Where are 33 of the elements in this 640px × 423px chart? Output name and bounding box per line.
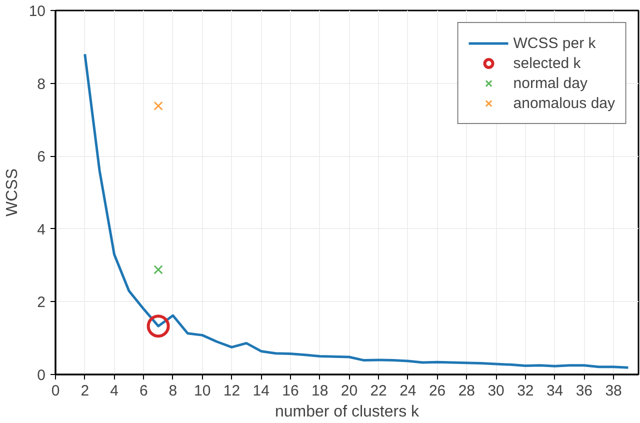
line-series bbox=[84, 52, 630, 369]
legend-label: selected k bbox=[513, 54, 581, 72]
x-tick-label: 12 bbox=[223, 382, 240, 400]
legend-label: WCSS per k bbox=[513, 34, 596, 52]
y-tick-label: 2 bbox=[37, 294, 46, 312]
x-tick-label: 38 bbox=[605, 382, 622, 400]
x-tick-label: 18 bbox=[311, 382, 328, 400]
x-tick-label: 28 bbox=[458, 382, 476, 400]
x-tick-label: 0 bbox=[51, 382, 60, 400]
x-tick-label: 22 bbox=[370, 382, 387, 400]
x-tick-label: 20 bbox=[340, 382, 358, 400]
x-tick-label: 24 bbox=[400, 382, 416, 400]
y-tick-label: 8 bbox=[37, 76, 46, 93]
x-tick-label: 26 bbox=[428, 382, 446, 400]
x-tick-label: 36 bbox=[576, 382, 593, 400]
x-tick-label: 4 bbox=[110, 382, 118, 400]
x-tick-label: 16 bbox=[282, 382, 299, 400]
y-tick-label: 0 bbox=[37, 367, 46, 384]
x-tick-label: 2 bbox=[80, 382, 90, 400]
x-tick-label: 8 bbox=[168, 382, 178, 400]
y-tick-label: 4 bbox=[37, 221, 46, 238]
x-tick-label: 10 bbox=[194, 382, 211, 400]
x-tick-label: 32 bbox=[517, 382, 534, 400]
x-tick-label: 14 bbox=[252, 382, 270, 400]
y-axis-title: WCSS bbox=[4, 168, 21, 216]
y-tick-label: 10 bbox=[28, 3, 46, 20]
x-axis-title: number of clusters k bbox=[274, 404, 420, 420]
x-tick-label: 6 bbox=[139, 382, 148, 400]
x-tick-label: 30 bbox=[488, 382, 504, 400]
x-tick-label: 34 bbox=[546, 382, 564, 400]
legend-label: anomalous day bbox=[513, 94, 615, 112]
legend-label: normal day bbox=[513, 74, 588, 92]
y-tick-label: 6 bbox=[37, 148, 46, 166]
